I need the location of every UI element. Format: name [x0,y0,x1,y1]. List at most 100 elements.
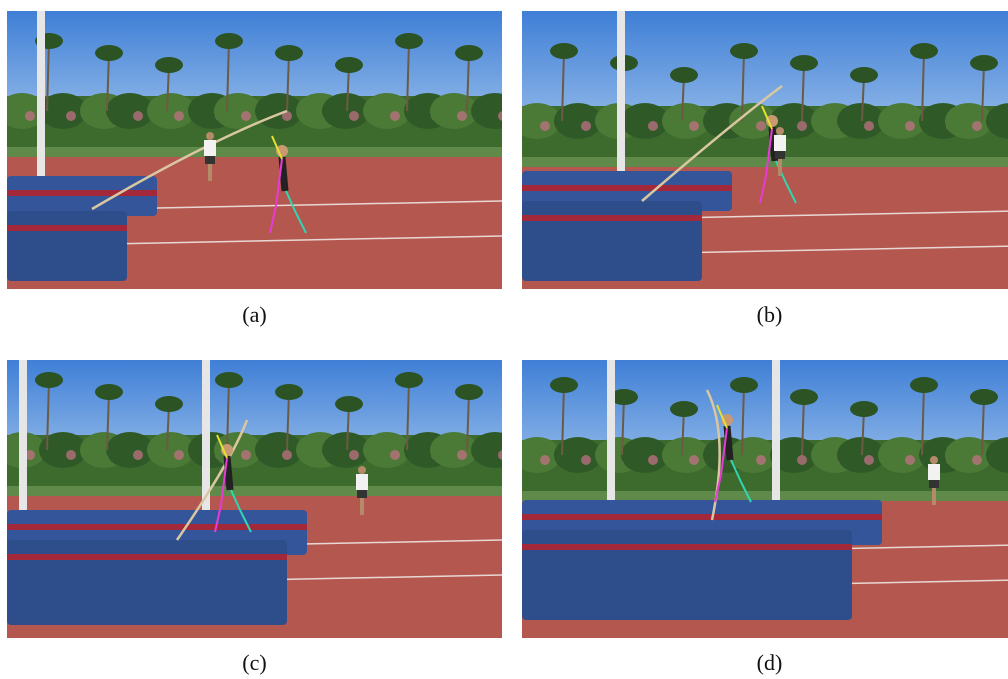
flowers [905,121,915,131]
palm-crown [275,45,303,61]
standard [617,11,625,261]
coach-shirt [928,464,940,480]
palm-crown [790,55,818,71]
skeleton [269,205,277,234]
bush [322,432,370,468]
skeleton [714,474,722,503]
flowers [498,450,502,460]
photo-a [7,11,502,289]
palm-trunk [106,391,110,451]
flowers [864,455,874,465]
mat [522,530,852,620]
palm-trunk [406,40,410,112]
palm-crown [550,377,578,393]
skeleton [740,481,752,503]
flowers [174,111,184,121]
palm-crown [155,396,183,412]
palm-crown [970,389,998,405]
bush [621,103,669,139]
flowers [66,111,76,121]
mat-stripe [7,524,307,530]
palm-crown [335,396,363,412]
mat [522,201,702,281]
coach-head [776,127,784,135]
grass [7,147,502,157]
palm-trunk [466,391,470,451]
skeleton [240,511,252,533]
bush [986,103,1008,139]
palm-crown [215,33,243,49]
bush [662,437,710,473]
grass [7,486,502,496]
standard [607,360,615,610]
grass [522,157,1008,167]
mat-stripe [7,190,157,196]
photo-d [522,360,1008,638]
bush [662,103,710,139]
pole [175,419,249,541]
palm-crown [730,43,758,59]
flowers [648,455,658,465]
mat-stripe [7,554,287,560]
palm-crown [395,33,423,49]
bush [554,103,602,139]
bush [837,437,885,473]
flowers [457,111,467,121]
flowers [241,450,251,460]
coach-shorts [775,151,785,159]
bush [363,93,411,129]
caption: (c) [242,650,267,675]
skeleton [716,404,728,429]
photo-c [7,360,502,638]
bush [621,437,669,473]
palm-trunk [801,396,805,456]
palm-crown [35,372,63,388]
flowers [133,450,143,460]
skeleton [720,427,728,476]
standard [772,360,780,610]
pole [641,85,783,202]
skeleton [220,457,228,506]
flowers [390,111,400,121]
skeleton [230,489,242,513]
flowers [241,111,251,121]
flowers [648,121,658,131]
flowers [174,450,184,460]
caption: (a) [242,302,267,327]
bush [39,93,87,129]
standard [37,11,45,261]
palm-crown [455,384,483,400]
palm-crown [215,372,243,388]
mat-stripe [522,215,702,221]
flowers [689,121,699,131]
flowers [25,450,35,460]
flowers [498,111,502,121]
bush [106,432,154,468]
bush [770,437,818,473]
palm-trunk [921,50,925,122]
flowers [349,450,359,460]
bush [7,93,46,129]
bush [471,93,502,129]
palm-trunk [741,50,745,122]
flowers [689,455,699,465]
bush [39,432,87,468]
flowers [581,455,591,465]
mat [7,540,287,625]
coach-shorts [205,156,215,164]
flowers [797,455,807,465]
palm-trunk [46,379,50,451]
skeleton [730,459,742,483]
flowers [282,111,292,121]
flowers [905,455,915,465]
palm-trunk [981,396,985,456]
skeleton [761,105,773,130]
palm-crown [850,67,878,83]
mat-stripe [7,225,127,231]
bush [554,437,602,473]
flowers [349,111,359,121]
flowers [581,121,591,131]
skeleton [275,158,283,207]
bush [878,103,926,139]
